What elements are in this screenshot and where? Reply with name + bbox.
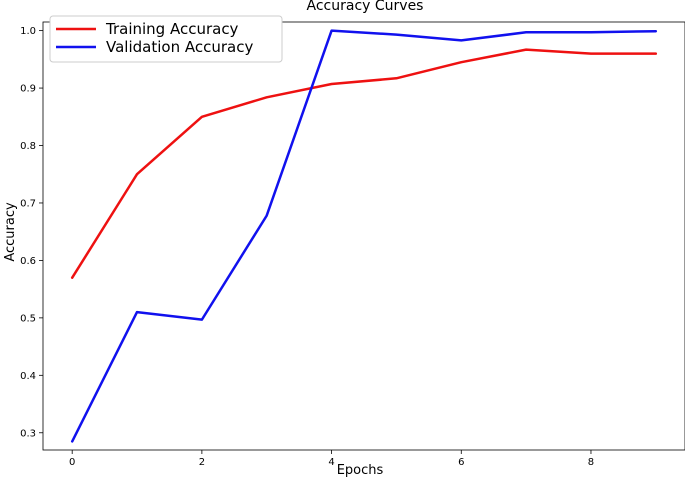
x-axis-ticks: 0 2 4 6 8: [69, 450, 594, 468]
x-tick-label: 0: [69, 457, 75, 468]
y-tick-label: 0.3: [20, 428, 36, 439]
y-tick-label: 0.8: [20, 141, 36, 152]
series-line-validation: [70, 29, 658, 443]
y-tick-label: 0.4: [20, 371, 36, 382]
y-tick-label: 0.9: [20, 84, 36, 95]
series-layer: [70, 29, 658, 443]
plot-frame: [42, 21, 685, 451]
legend-label: Training Accuracy: [105, 20, 239, 38]
chart-title: Accuracy Curves: [307, 0, 424, 14]
y-tick-label: 0.6: [20, 256, 36, 267]
x-tick-label: 6: [458, 457, 464, 468]
x-axis-label: Epochs: [337, 463, 384, 477]
y-tick-label: 0.7: [20, 198, 36, 209]
y-tick-label: 1.0: [20, 26, 36, 37]
y-axis-label: Accuracy: [3, 202, 18, 262]
legend-box: [49, 15, 283, 63]
legend-label: Validation Accuracy: [106, 38, 253, 56]
x-tick-label: 8: [588, 457, 594, 468]
x-tick-label: 2: [199, 457, 205, 468]
y-tick-label: 0.5: [20, 313, 36, 324]
x-tick-label: 4: [328, 457, 334, 468]
series-line-training: [70, 48, 658, 279]
y-axis-ticks: 0.3 0.4 0.5 0.6 0.7 0.8 0.9 1.0: [20, 26, 43, 439]
